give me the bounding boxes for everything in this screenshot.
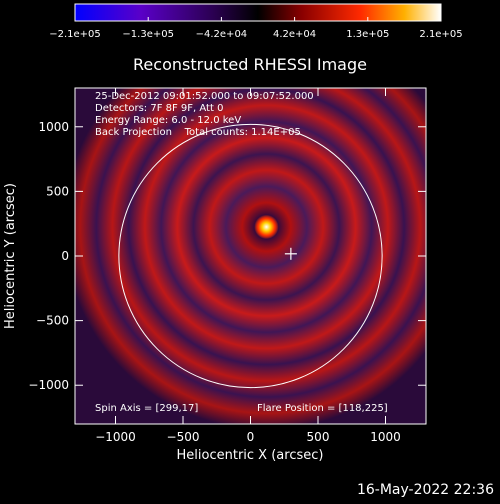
x-axis: −1000 −500 0 500 1000 — [95, 88, 401, 444]
annotation-energy: Energy Range: 6.0 - 12.0 keV — [95, 115, 241, 126]
colorbar: −2.1e+05 −1.3e+05 −4.2e+04 4.2e+04 1.3e+05 2.… — [49, 3, 463, 40]
colorbar-tick-label: −4.2e+04 — [196, 29, 248, 40]
x-axis-label: Heliocentric X (arcsec) — [177, 448, 324, 463]
colorbar-ticks: −2.1e+05 −1.3e+05 −4.2e+04 4.2e+04 1.3e+05 2.… — [49, 17, 463, 40]
spin-axis-label: Spin Axis = [299,17] — [95, 403, 198, 414]
annotation-detectors: Detectors: 7F 8F 9F, Att 0 — [95, 103, 223, 114]
x-tick-label: 0 — [247, 430, 255, 444]
y-tick-label: −1000 — [28, 378, 69, 392]
y-tick-label: 1000 — [38, 120, 69, 134]
x-tick-label: −1000 — [95, 430, 136, 444]
x-tick-label: 500 — [307, 430, 330, 444]
colorbar-tick-label: 4.2e+04 — [273, 29, 316, 40]
annotation-block: 25-Dec-2012 09:01:52.000 to 09:07:52.000… — [95, 91, 314, 138]
x-tick-label: −500 — [167, 430, 200, 444]
y-axis: −1000 −500 0 500 1000 — [28, 120, 426, 392]
annotation-time: 25-Dec-2012 09:01:52.000 to 09:07:52.000 — [95, 91, 314, 102]
flare-position-label: Flare Position = [118,225] — [257, 403, 388, 414]
colorbar-gradient — [74, 3, 442, 22]
chart-title: Reconstructed RHESSI Image — [133, 55, 367, 74]
y-tick-label: 500 — [46, 184, 69, 198]
colorbar-tick-label: 1.3e+05 — [346, 29, 389, 40]
colorbar-tick-label: −2.1e+05 — [49, 29, 101, 40]
y-tick-label: −500 — [36, 314, 69, 328]
colorbar-tick-label: −1.3e+05 — [122, 29, 174, 40]
flare-source — [254, 214, 279, 240]
x-tick-label: 1000 — [370, 430, 401, 444]
annotation-method: Back Projection Total counts: 1.14E+05 — [95, 127, 301, 138]
image-area — [75, 88, 426, 424]
footer-timestamp: 16-May-2022 22:36 — [356, 482, 494, 498]
y-tick-label: 0 — [61, 249, 69, 263]
backprojection-ring-pattern — [75, 88, 426, 424]
spin-axis-cross — [284, 247, 297, 260]
y-axis-label: Heliocentric Y (arcsec) — [3, 183, 18, 329]
solar-limb-circle — [118, 123, 383, 389]
colorbar-tick-label: 2.1e+05 — [419, 29, 462, 40]
